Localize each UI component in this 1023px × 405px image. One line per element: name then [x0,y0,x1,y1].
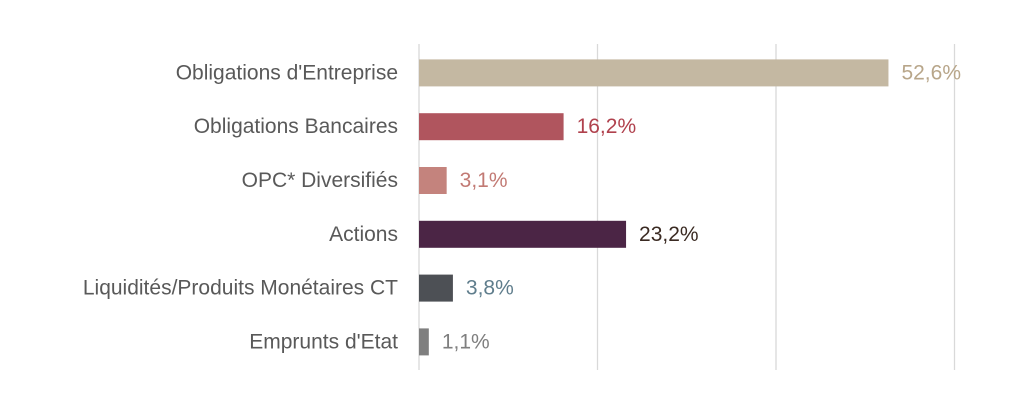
bar-0 [419,59,889,87]
bar-4 [419,274,453,302]
category-label-2: OPC* Diversifiés [242,169,398,192]
value-label-5: 1,1% [442,330,490,353]
value-label-3: 23,2% [639,223,699,246]
value-label-4: 3,8% [466,277,514,300]
value-label-1: 16,2% [577,115,637,138]
value-label-2: 3,1% [460,169,508,192]
bar-3 [419,220,627,248]
category-label-5: Emprunts d'Etat [249,330,398,353]
value-label-0: 52,6% [901,61,961,84]
bars [419,59,889,356]
category-label-1: Obligations Bancaires [194,115,398,138]
category-label-4: Liquidités/Produits Monétaires CT [83,277,398,300]
bar-2 [419,167,447,194]
value-labels: 52,6% 16,2% 3,1% 23,2% 3,8% 1,1% [442,61,961,353]
category-label-3: Actions [329,223,398,246]
category-label-0: Obligations d'Entreprise [176,61,398,84]
bar-1 [419,113,564,141]
bar-5 [419,328,429,356]
category-labels: Obligations d'Entreprise Obligations Banc… [83,61,398,353]
gridlines [418,44,956,370]
